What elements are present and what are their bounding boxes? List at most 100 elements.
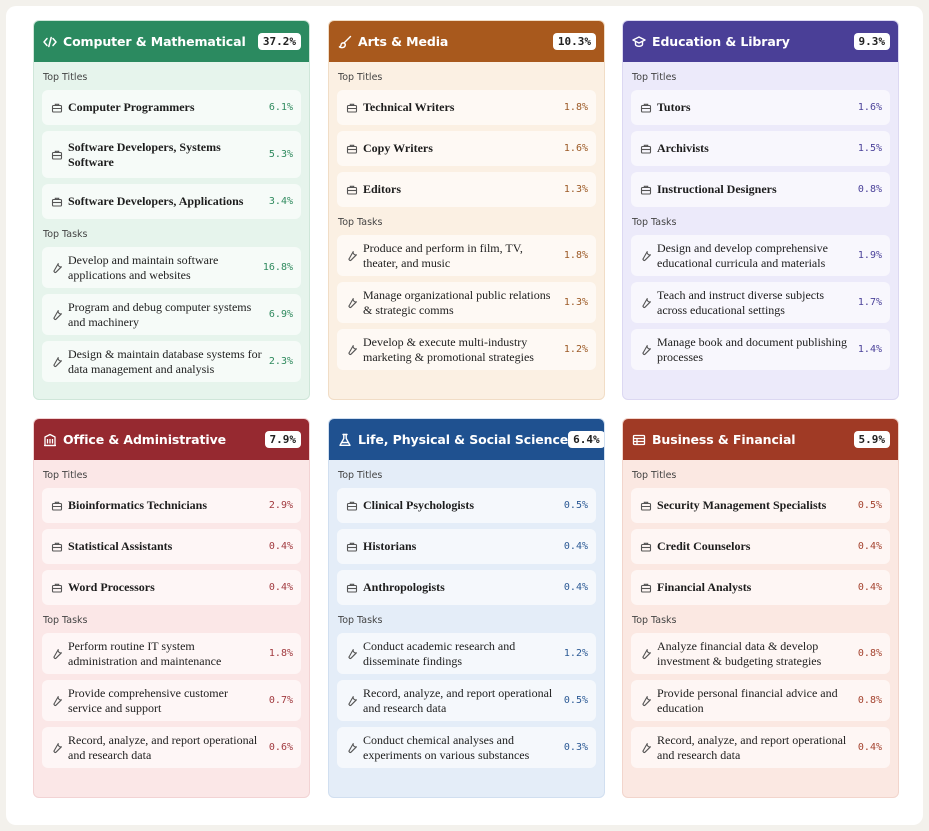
wrench-icon — [640, 250, 652, 262]
task-percent: 0.8% — [857, 695, 882, 706]
card-percent-badge: 6.4% — [568, 431, 604, 448]
task-label: Conduct academic research and disseminat… — [363, 638, 516, 668]
briefcase-icon — [346, 184, 358, 196]
task-item: Develop & execute multi-industry marketi… — [337, 329, 596, 370]
top-tasks-list: Produce and perform in film, TV, theater… — [329, 235, 604, 370]
title-percent: 1.6% — [563, 143, 588, 154]
title-percent: 0.8% — [857, 184, 882, 195]
category-card: Office & Administrative 7.9% Top Titles Bio… — [33, 418, 310, 798]
task-label: Teach and instruct diverse subjects acro… — [657, 287, 825, 317]
task-item: Conduct chemical analyses and experiment… — [337, 727, 596, 768]
wrench-icon — [346, 250, 358, 262]
task-label: Record, analyze, and report operational … — [657, 732, 847, 762]
task-label: Provide personal financial advice and ed… — [657, 685, 838, 715]
wrench-icon — [346, 695, 358, 707]
wrench-icon — [51, 742, 63, 754]
title-item: Computer Programmers 6.1% — [42, 90, 301, 125]
task-item: Manage book and document publishing proc… — [631, 329, 890, 370]
task-item: Develop and maintain software applicatio… — [42, 247, 301, 288]
card-header: Life, Physical & Social Science 6.4% — [329, 419, 604, 460]
title-label: Software Developers, Applications — [68, 194, 244, 208]
title-label: Copy Writers — [363, 141, 433, 155]
title-label: Tutors — [657, 100, 691, 114]
top-titles-list: Tutors 1.6% Archivists 1.5% Instructional De… — [623, 90, 898, 207]
top-titles-label: Top Titles — [338, 72, 383, 83]
task-item: Conduct academic research and disseminat… — [337, 633, 596, 674]
task-label: Program and debug computer systems and m… — [68, 299, 252, 329]
top-tasks-label: Top Tasks — [43, 615, 88, 626]
category-card: Life, Physical & Social Science 6.4% Top T… — [328, 418, 605, 798]
top-tasks-list: Perform routine IT system administration… — [34, 633, 309, 768]
title-label: Instructional Designers — [657, 182, 777, 196]
task-label: Record, analyze, and report operational … — [363, 685, 553, 715]
top-titles-list: Bioinformatics Technicians 2.9% Statistica… — [34, 488, 309, 605]
title-percent: 0.4% — [268, 541, 293, 552]
task-percent: 0.4% — [857, 742, 882, 753]
title-label: Historians — [363, 539, 417, 553]
card-header: Office & Administrative 7.9% — [34, 419, 309, 460]
task-percent: 6.9% — [268, 309, 293, 320]
task-label: Develop & execute multi-industry marketi… — [363, 334, 534, 364]
wrench-icon — [640, 344, 652, 356]
briefcase-icon — [640, 102, 652, 114]
card-title: Computer & Mathematical — [63, 34, 246, 49]
wrench-icon — [346, 297, 358, 309]
title-percent: 0.4% — [857, 582, 882, 593]
briefcase-icon — [51, 196, 63, 208]
brush-icon — [338, 35, 352, 49]
briefcase-icon — [346, 143, 358, 155]
task-label: Conduct chemical analyses and experiment… — [363, 732, 530, 762]
card-percent-badge: 7.9% — [264, 431, 301, 448]
task-label: Manage book and document publishing proc… — [657, 334, 847, 364]
top-tasks-list: Design and develop comprehensive educati… — [623, 235, 898, 370]
task-percent: 1.2% — [563, 344, 588, 355]
title-item: Software Developers, Systems Software 5.3… — [42, 131, 301, 178]
briefcase-icon — [346, 582, 358, 594]
top-titles-list: Computer Programmers 6.1% Software Develop… — [34, 90, 309, 219]
card-header: Arts & Media 10.3% — [329, 21, 604, 62]
briefcase-icon — [640, 541, 652, 553]
title-item: Copy Writers 1.6% — [337, 131, 596, 166]
title-percent: 2.9% — [268, 500, 293, 511]
title-label: Technical Writers — [363, 100, 455, 114]
task-label: Provide comprehensive customer service a… — [68, 685, 228, 715]
title-percent: 5.3% — [268, 149, 293, 160]
task-item: Record, analyze, and report operational … — [337, 680, 596, 721]
category-card: Computer & Mathematical 37.2% Top Titles Co… — [33, 20, 310, 400]
task-label: Design and develop comprehensive educati… — [657, 240, 828, 270]
title-label: Bioinformatics Technicians — [68, 498, 208, 512]
task-item: Provide comprehensive customer service a… — [42, 680, 301, 721]
top-titles-label: Top Titles — [43, 470, 88, 481]
title-item: Statistical Assistants 0.4% — [42, 529, 301, 564]
wrench-icon — [346, 742, 358, 754]
title-label: Clinical Psychologists — [363, 498, 475, 512]
title-percent: 0.4% — [563, 541, 588, 552]
title-item: Software Developers, Applications 3.4% — [42, 184, 301, 219]
title-item: Technical Writers 1.8% — [337, 90, 596, 125]
card-title: Life, Physical & Social Science — [358, 432, 569, 447]
category-card: Education & Library 9.3% Top Titles Tutors 1… — [622, 20, 899, 400]
task-label: Perform routine IT system administration… — [68, 638, 222, 668]
task-percent: 1.2% — [563, 648, 588, 659]
top-titles-label: Top Titles — [632, 72, 677, 83]
task-percent: 1.4% — [857, 344, 882, 355]
top-titles-list: Security Management Specialists 0.5% Credi… — [623, 488, 898, 605]
title-label: Editors — [363, 182, 402, 196]
card-title: Business & Financial — [652, 432, 796, 447]
flask-icon — [338, 433, 352, 447]
title-percent: 1.3% — [563, 184, 588, 195]
task-item: Program and debug computer systems and m… — [42, 294, 301, 335]
title-label: Archivists — [657, 141, 709, 155]
wrench-icon — [640, 297, 652, 309]
title-item: Clinical Psychologists 0.5% — [337, 488, 596, 523]
card-header: Business & Financial 5.9% — [623, 419, 898, 460]
wrench-icon — [346, 344, 358, 356]
task-item: Design & maintain database systems for d… — [42, 341, 301, 382]
title-item: Bioinformatics Technicians 2.9% — [42, 488, 301, 523]
title-percent: 0.5% — [857, 500, 882, 511]
top-tasks-label: Top Tasks — [338, 217, 383, 228]
task-percent: 1.3% — [563, 297, 588, 308]
title-label: Computer Programmers — [68, 100, 195, 114]
category-card: Business & Financial 5.9% Top Titles Securi… — [622, 418, 899, 798]
title-item: Instructional Designers 0.8% — [631, 172, 890, 207]
